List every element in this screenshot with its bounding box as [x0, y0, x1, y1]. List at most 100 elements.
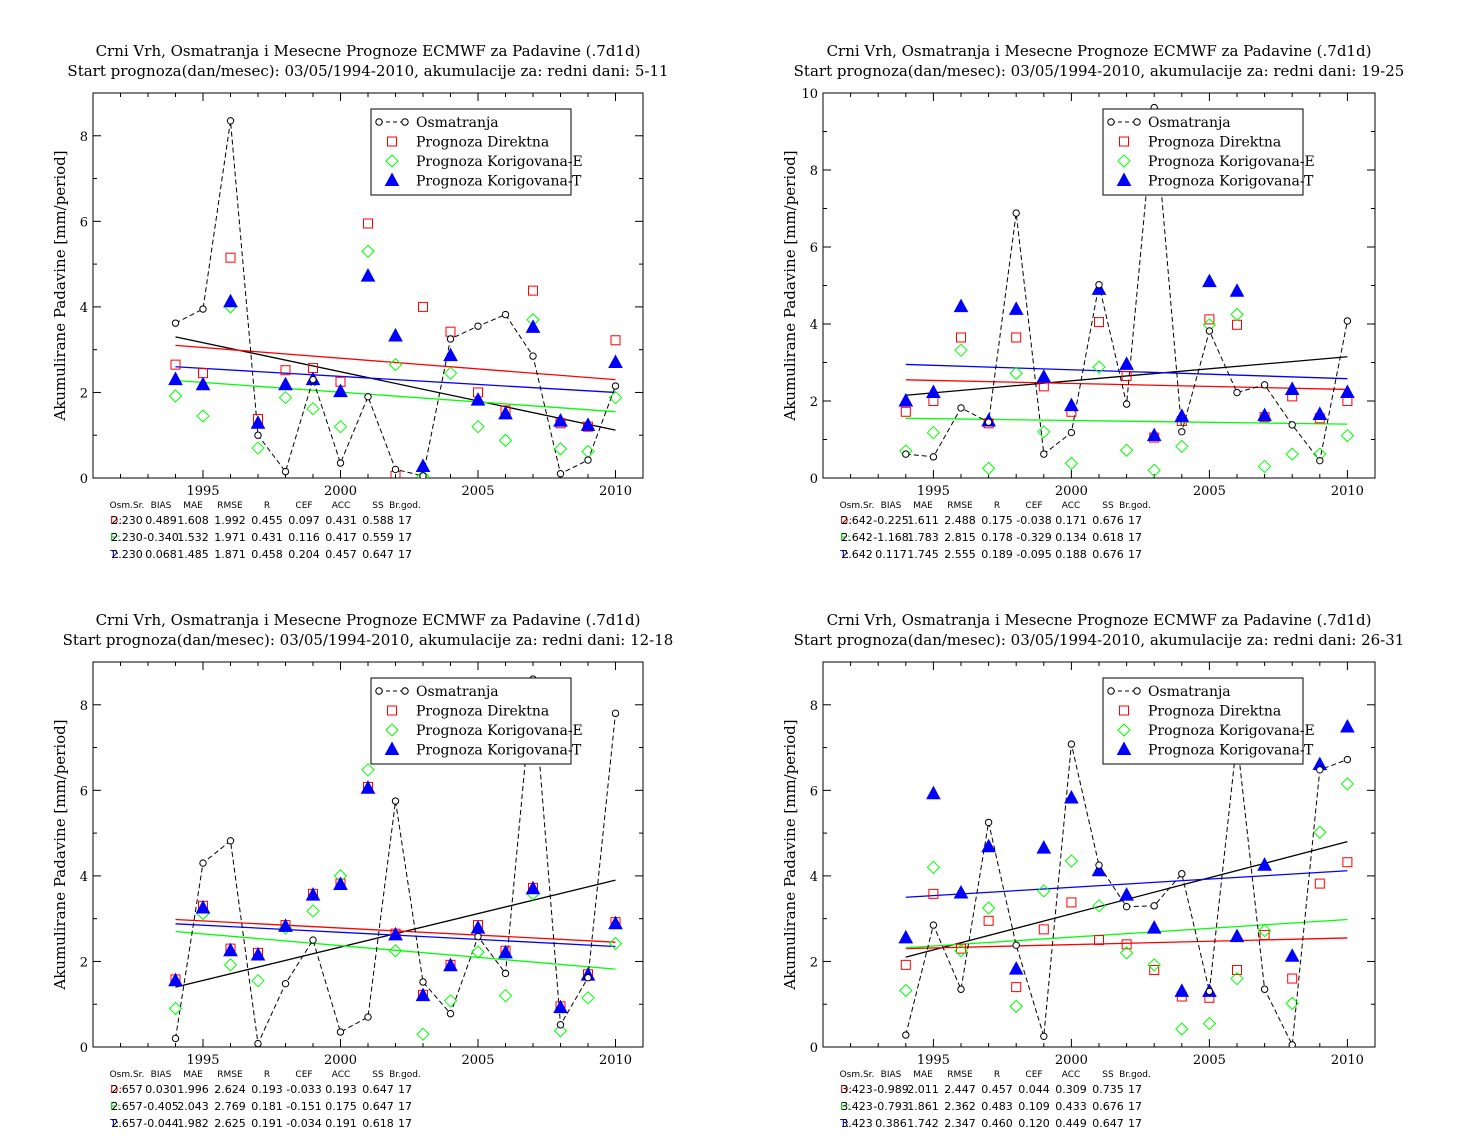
stats-value: 1.611 [907, 514, 939, 527]
legend-marker [1117, 723, 1131, 737]
y-tick-label: 4 [80, 301, 88, 316]
stats-value: 0.189 [981, 548, 1013, 561]
y-tick-label: 6 [810, 784, 818, 799]
stats-value: 17 [1128, 1100, 1142, 1113]
data-point [902, 450, 910, 458]
stats-value: 17 [1128, 1083, 1142, 1096]
data-point [364, 393, 372, 401]
data-point [1257, 459, 1272, 474]
stats-value: 0.191 [325, 1117, 357, 1130]
stats-header: BIAS [151, 501, 172, 511]
stats-header: Osm.Sr. [840, 1070, 875, 1080]
trend-line [905, 870, 1348, 898]
stats-value: 0.044 [1018, 1083, 1050, 1096]
stats-value: 1.982 [177, 1117, 209, 1130]
stats-value: 0.618 [1092, 531, 1124, 544]
legend-entry: Prognoza Korigovana-T [1148, 174, 1314, 190]
y-tick-label: 2 [80, 386, 88, 401]
data-point [168, 1001, 183, 1016]
stats-value: 2.011 [907, 1083, 939, 1096]
data-point [529, 352, 537, 360]
data-point [1149, 965, 1160, 975]
data-point [170, 359, 181, 370]
stats-value: 2.347 [944, 1117, 976, 1130]
legend-entry: Prognoza Korigovana-E [1148, 723, 1315, 739]
data-point [553, 1024, 568, 1038]
legend-marker [385, 154, 399, 168]
stats-header: CEF [1025, 501, 1042, 511]
stats-value: 2.447 [944, 1083, 976, 1096]
legend: Osmatranja Prognoza Direktna Prognoza Kori… [370, 108, 583, 196]
data-point [581, 991, 595, 1005]
legend-marker [375, 687, 383, 695]
y-tick-label: 8 [80, 130, 88, 145]
data-point [198, 368, 208, 379]
legend-entry: Osmatranja [416, 684, 499, 700]
data-point [1119, 443, 1134, 457]
data-point [168, 371, 183, 386]
data-point [1092, 899, 1106, 913]
stats-value: 1.861 [907, 1100, 939, 1113]
x-tick-label: 2000 [324, 1053, 357, 1068]
stats-value: 0.188 [1055, 548, 1087, 561]
stats-value: 2.043 [177, 1100, 209, 1113]
data-point [1340, 384, 1355, 399]
stats-value: 0.483 [981, 1100, 1013, 1113]
data-point [1202, 1016, 1217, 1031]
data-point [1064, 397, 1079, 412]
stats-header: Br.god. [1119, 501, 1151, 511]
stats-value: 0.134 [1055, 531, 1087, 544]
data-point [984, 418, 993, 426]
y-tick-label: 8 [810, 699, 818, 714]
data-point [556, 1021, 565, 1029]
data-point [983, 915, 994, 926]
stats-header: MAE [183, 501, 203, 511]
data-point [443, 347, 458, 362]
stats-value: 17 [398, 1100, 412, 1113]
data-point [1122, 400, 1131, 408]
y-axis-label: Akumulirane Padavine [mm/period] [781, 150, 799, 421]
data-point [608, 390, 623, 405]
data-point [1340, 777, 1355, 791]
data-point [1285, 996, 1299, 1011]
stats-value: 0.676 [1092, 514, 1124, 527]
stats-value: -0.225 [873, 514, 908, 527]
data-point [981, 461, 996, 476]
stats-value: 0.171 [1055, 514, 1087, 527]
data-point [419, 978, 427, 986]
data-point [1342, 857, 1353, 868]
stats-value: 0.431 [325, 514, 357, 527]
data-point [1257, 407, 1272, 422]
data-point [1205, 327, 1214, 335]
stats-value: 0.676 [1092, 1100, 1124, 1113]
stats-value: 0.431 [251, 531, 283, 544]
stats-value: 3.423 [841, 1117, 873, 1130]
data-point [610, 335, 621, 346]
data-point [1257, 923, 1272, 938]
data-point [251, 441, 265, 455]
stats-row-label: E: [110, 531, 121, 544]
stats-value: 2.488 [944, 514, 976, 527]
plot-area [898, 103, 1355, 478]
trend-line [175, 344, 616, 381]
stats-value: 0.309 [1055, 1083, 1087, 1096]
stats-header: Osm.Sr. [840, 501, 875, 511]
stats-value: 0.116 [288, 531, 320, 544]
stats-value: 17 [1128, 1117, 1142, 1130]
stats-header: RMSE [947, 1070, 973, 1080]
stats-value: -0.038 [1016, 514, 1051, 527]
data-point [981, 901, 996, 915]
data-point [584, 974, 592, 982]
stats-value: 1.783 [907, 531, 939, 544]
data-point [981, 838, 996, 853]
stats-value: 2.657 [111, 1100, 143, 1113]
plot-area [168, 675, 623, 1047]
data-point [1288, 1041, 1296, 1047]
data-point [926, 384, 941, 399]
data-point [581, 444, 595, 459]
stats-value: 0.175 [981, 514, 1013, 527]
data-point [418, 301, 428, 312]
data-point [168, 972, 183, 987]
data-point [1175, 1022, 1189, 1036]
data-point [171, 319, 180, 327]
